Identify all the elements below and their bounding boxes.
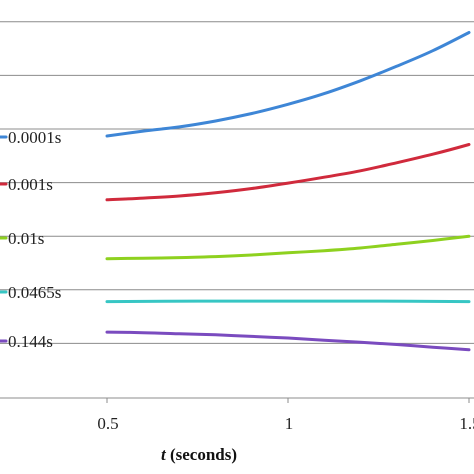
gridlines bbox=[0, 21, 474, 344]
x-tick-label-1: 0.5 bbox=[97, 414, 118, 433]
legend-label-3: 0.01s bbox=[8, 229, 44, 248]
legend-label-4: 0.0465s bbox=[8, 283, 61, 302]
legend: 0.0001s 0.001s 0.01s 0.0465s 0.144s bbox=[0, 128, 61, 351]
x-axis-title: t (seconds) bbox=[161, 445, 237, 464]
x-tick-labels: 0.5 1 1.5 bbox=[97, 414, 474, 433]
legend-label-1: 0.0001s bbox=[8, 128, 61, 147]
series-line-4 bbox=[105, 299, 471, 304]
x-axis-title-units: (seconds) bbox=[166, 445, 237, 464]
series-lines bbox=[105, 31, 471, 352]
series-line-5 bbox=[105, 330, 471, 352]
series-line-2 bbox=[105, 143, 471, 202]
x-tick-marks bbox=[106, 398, 470, 403]
x-axis-title-variable: t bbox=[161, 445, 167, 464]
legend-label-5: 0.144s bbox=[8, 332, 53, 351]
series-line-1 bbox=[105, 31, 471, 138]
legend-label-2: 0.001s bbox=[8, 175, 53, 194]
x-tick-label-3: 1.5 bbox=[459, 414, 474, 433]
x-tick-label-2: 1 bbox=[285, 414, 294, 433]
series-line-3 bbox=[105, 234, 471, 261]
